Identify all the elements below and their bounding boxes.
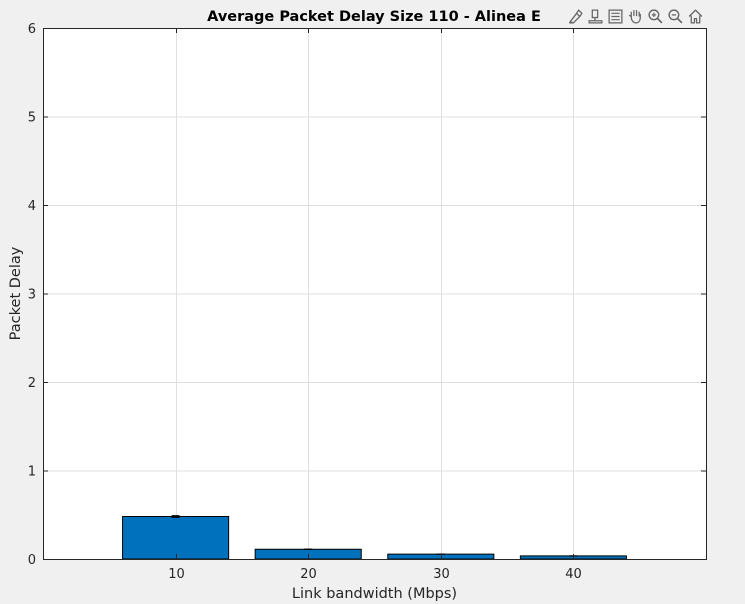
y-tick-label: 3 [28, 288, 36, 303]
y-tick-label: 6 [28, 22, 36, 37]
y-tick-label: 5 [28, 111, 36, 126]
zoom-out-icon[interactable] [666, 6, 685, 26]
y-tick-label: 2 [28, 376, 36, 391]
bar [387, 553, 495, 560]
x-axis-label: Link bandwidth (Mbps) [292, 586, 457, 602]
pan-hand-icon[interactable] [626, 6, 645, 26]
y-tick-label: 1 [28, 465, 36, 480]
x-tick-label: 30 [433, 567, 450, 582]
y-axis-label: Packet Delay [8, 246, 24, 340]
brush-icon[interactable] [566, 6, 585, 26]
bar [122, 516, 230, 560]
x-tick-label: 40 [565, 567, 582, 582]
chart-title: Average Packet Delay Size 110 - Alinea E [207, 9, 541, 25]
legend-icon[interactable] [606, 6, 625, 26]
x-tick-label: 20 [300, 567, 317, 582]
axes-toolbar [566, 6, 705, 26]
y-tick-label: 4 [28, 199, 36, 214]
home-icon[interactable] [686, 6, 705, 26]
axes: 0 1 2 3 4 5 6 10 20 30 40 [28, 22, 707, 582]
x-tick-label: 10 [168, 567, 185, 582]
y-tick-label: 0 [28, 553, 36, 568]
data-tips-icon[interactable] [586, 6, 605, 26]
grid-lines [43, 28, 706, 560]
zoom-in-icon[interactable] [646, 6, 665, 26]
